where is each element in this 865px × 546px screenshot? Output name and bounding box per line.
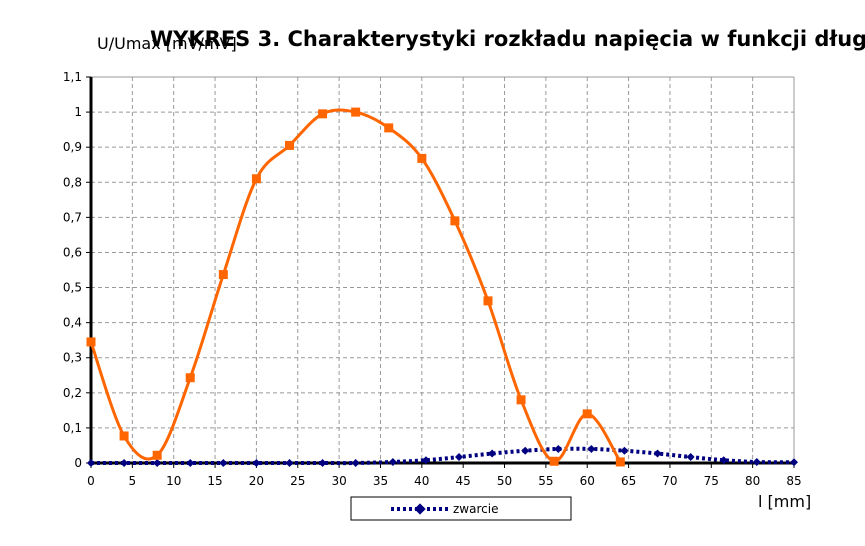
data-point: [219, 459, 228, 467]
y-tick-label: 0: [74, 456, 82, 470]
legend-label-zwarcie: zwarcie: [453, 502, 498, 516]
data-point: [521, 446, 530, 455]
chart-title: WYKRES 3. Charakterystyki rozkładu napię…: [150, 27, 865, 51]
x-tick-label: 0: [87, 474, 95, 488]
data-point: [620, 446, 629, 455]
legend-box: [350, 496, 572, 521]
data-point: [554, 444, 563, 453]
data-point: [417, 153, 427, 163]
axes: [86, 76, 795, 468]
data-point: [86, 337, 96, 347]
data-point: [686, 453, 695, 462]
series-1: [86, 107, 625, 467]
data-point: [87, 459, 95, 467]
x-tick-label: 70: [662, 474, 677, 488]
x-tick-label: 40: [414, 474, 429, 488]
data-point: [488, 449, 497, 458]
y-tick-label: 0,6: [63, 245, 82, 259]
y-tick-label: 1: [74, 105, 82, 119]
data-point: [615, 457, 625, 467]
data-point: [455, 453, 464, 462]
data-point: [351, 459, 360, 467]
series-2: [87, 444, 798, 467]
y-tick-label: 0,4: [63, 316, 82, 330]
x-tick-label: 20: [249, 474, 264, 488]
x-tick-label: 25: [290, 474, 305, 488]
series-line: [91, 446, 795, 466]
y-tick-label: 0,3: [63, 351, 82, 365]
x-tick-label: 5: [129, 474, 137, 488]
data-point: [450, 216, 460, 226]
y-tick-label: 0,2: [63, 386, 82, 400]
data-point: [421, 456, 430, 465]
data-point: [120, 459, 129, 467]
data-point: [152, 450, 162, 460]
x-axis-title: l [mm]: [758, 492, 811, 511]
data-point: [790, 458, 798, 467]
x-tick-label: 65: [621, 474, 636, 488]
data-point: [119, 431, 129, 441]
data-point: [251, 174, 261, 184]
y-tick-label: 0,1: [63, 421, 82, 435]
grid: [91, 76, 795, 463]
series-line: [89, 108, 622, 463]
data-point: [252, 459, 261, 467]
x-tick-label: 55: [538, 474, 553, 488]
x-tick-label: 80: [745, 474, 760, 488]
x-tick-label: 35: [373, 474, 388, 488]
data-point: [285, 459, 294, 467]
x-tick-label: 15: [207, 474, 222, 488]
x-tick-label: 75: [704, 474, 719, 488]
y-tick-label: 0,8: [63, 175, 82, 189]
data-point: [719, 456, 728, 465]
y-tick-label: 0,9: [63, 140, 82, 154]
data-point: [384, 123, 394, 133]
data-point: [318, 109, 328, 119]
x-tick-label: 45: [456, 474, 471, 488]
data-point: [284, 140, 294, 150]
data-point: [516, 395, 526, 405]
x-tick-label: 60: [580, 474, 595, 488]
data-point: [653, 449, 662, 458]
data-point: [388, 457, 397, 466]
data-point: [318, 459, 327, 467]
data-point: [153, 459, 162, 467]
plot-area: [86, 107, 798, 467]
tick-labels: 0 5 10 15 20 25 30 35 40 45 50 55 60 65 70 75 80 85 0 0,1 0,…: [63, 70, 802, 488]
x-tick-label: 50: [497, 474, 512, 488]
data-point: [587, 444, 596, 453]
data-point: [752, 457, 761, 466]
x-tick-label: 85: [786, 474, 801, 488]
y-tick-label: 1,1: [63, 70, 82, 84]
data-point: [483, 296, 493, 306]
data-point: [185, 373, 195, 383]
data-point: [351, 107, 361, 117]
legend: zwarcie: [350, 496, 572, 521]
y-tick-label: 0,5: [63, 281, 82, 295]
y-tick-label: 0,7: [63, 210, 82, 224]
data-point: [549, 456, 559, 466]
data-point: [582, 409, 592, 419]
legend-marker-zwarcie: [414, 503, 426, 515]
y-axis-title: U/Umax [mV/mV]: [97, 34, 237, 53]
x-tick-label: 30: [331, 474, 346, 488]
x-tick-label: 10: [166, 474, 181, 488]
data-point: [186, 459, 195, 467]
data-point: [218, 270, 228, 280]
